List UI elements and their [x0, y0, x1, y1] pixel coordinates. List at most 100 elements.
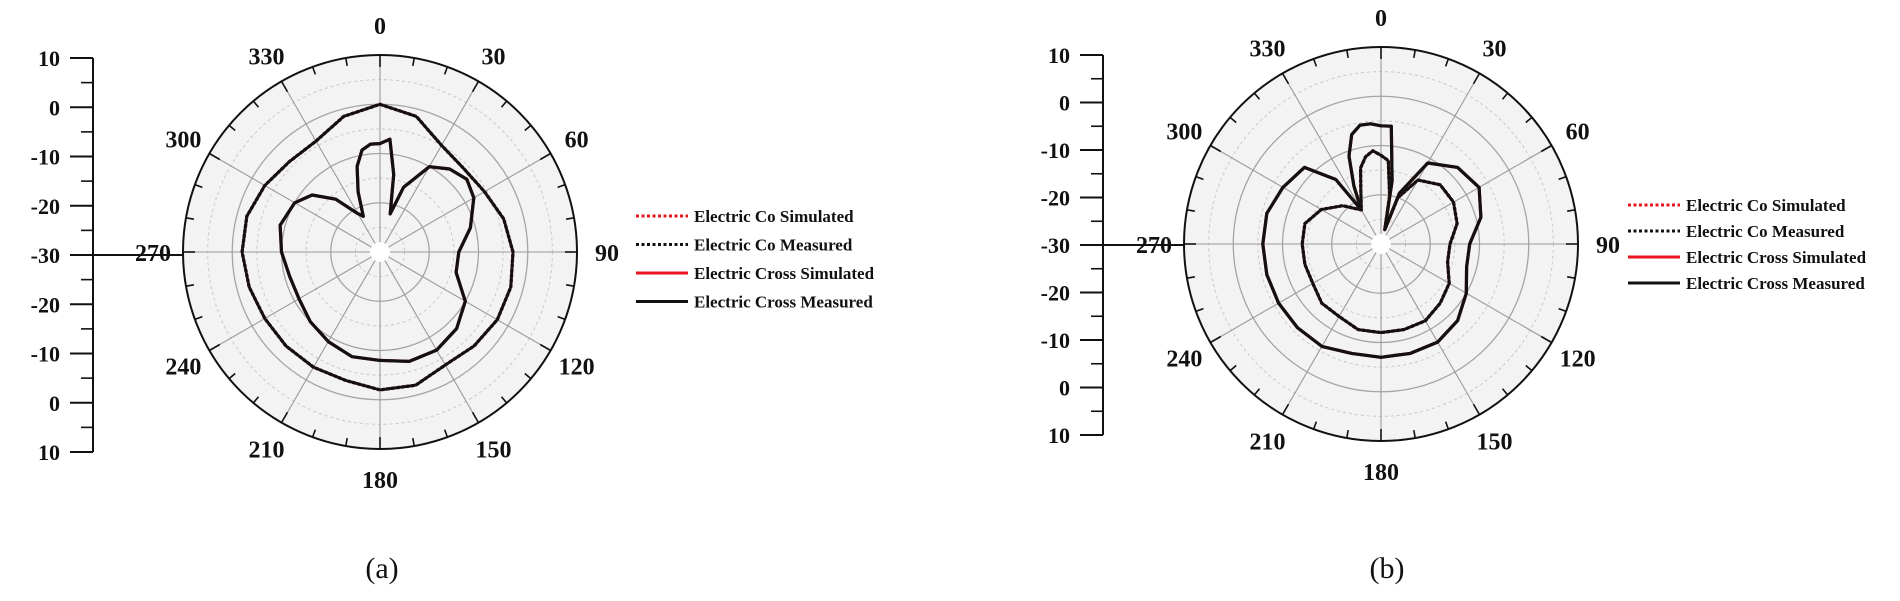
- outer-tick: [1525, 116, 1533, 124]
- outer-tick: [311, 66, 317, 75]
- outer-tick: [252, 100, 260, 108]
- outer-tick: [1444, 58, 1450, 67]
- outer-tick: [1281, 403, 1290, 416]
- outer-tick: [1346, 49, 1349, 59]
- angle-label-210: 210: [249, 438, 285, 464]
- grid-spoke: [1380, 243, 1480, 415]
- outer-tick: [311, 429, 317, 438]
- radial-scale-label: -20: [31, 194, 60, 219]
- outer-tick: [565, 217, 575, 220]
- legend-label: Electric Co Simulated: [694, 207, 854, 226]
- radial-scale-label: -20: [31, 292, 60, 317]
- outer-tick: [500, 396, 508, 404]
- grid-spoke: [1210, 243, 1382, 343]
- outer-tick: [1195, 175, 1204, 181]
- outer-tick: [1346, 429, 1349, 439]
- series-line-electric-co-measured: [240, 102, 515, 392]
- outer-tick: [1540, 335, 1553, 344]
- outer-tick: [1501, 388, 1509, 396]
- legend: Electric Co Simulated Electric Co Measure…: [1628, 196, 1867, 293]
- outer-tick: [1253, 92, 1261, 100]
- outer-tick: [539, 152, 552, 161]
- outer-tick: [557, 315, 566, 321]
- radial-scale-label: 0: [49, 391, 60, 416]
- angle-label-210: 210: [1250, 430, 1286, 456]
- outer-tick: [1413, 429, 1416, 439]
- outer-tick: [557, 183, 566, 189]
- angle-label-330: 330: [249, 44, 285, 70]
- angle-label-330: 330: [1250, 36, 1286, 62]
- outer-tick: [1253, 388, 1261, 396]
- outer-tick: [1558, 307, 1567, 313]
- outer-tick: [1186, 209, 1196, 212]
- outer-tick: [412, 57, 415, 67]
- center-hub: [370, 242, 390, 262]
- angle-label-90: 90: [595, 241, 619, 267]
- radial-scale-label: -30: [31, 243, 60, 268]
- radial-scale-label: -10: [31, 145, 60, 170]
- outer-tick: [1209, 335, 1222, 344]
- outer-tick: [1195, 307, 1204, 313]
- grid-spoke: [379, 153, 551, 253]
- outer-tick: [443, 429, 449, 438]
- outer-tick: [228, 124, 236, 132]
- outer-tick: [194, 183, 203, 189]
- outer-tick: [1566, 276, 1576, 279]
- outer-tick: [524, 372, 532, 380]
- outer-tick: [1312, 58, 1318, 67]
- radial-scale-label: -10: [1041, 138, 1070, 163]
- panel-caption: (b): [1370, 552, 1405, 585]
- outer-tick: [471, 411, 480, 424]
- grid-spoke: [209, 251, 381, 351]
- angle-label-60: 60: [565, 128, 589, 154]
- grid-spoke: [1380, 73, 1480, 245]
- angle-label-150: 150: [1477, 430, 1513, 456]
- polar-chart-a: 0306090120150180210240270300330100-10-20…: [31, 14, 875, 585]
- panel-caption: (a): [365, 552, 398, 585]
- grid-spoke: [281, 81, 381, 253]
- angle-label-30: 30: [1483, 36, 1507, 62]
- outer-tick: [194, 315, 203, 321]
- outer-tick: [565, 284, 575, 287]
- outer-tick: [208, 152, 221, 161]
- outer-tick: [185, 284, 195, 287]
- outer-tick: [208, 343, 221, 352]
- outer-tick: [1472, 72, 1481, 85]
- outer-tick: [1413, 49, 1416, 59]
- radial-scale-label: -20: [1041, 281, 1070, 306]
- radial-scale-label: 10: [38, 440, 60, 465]
- series-line-electric-cross-measured: [1261, 122, 1483, 359]
- angle-label-0: 0: [1375, 6, 1387, 32]
- radial-scale-label: -20: [1041, 186, 1070, 211]
- grid-spoke: [1210, 145, 1382, 245]
- outer-tick: [1540, 144, 1553, 153]
- radial-scale-label: 0: [1059, 91, 1070, 116]
- angle-label-180: 180: [1363, 460, 1399, 486]
- outer-tick: [228, 372, 236, 380]
- angle-label-150: 150: [476, 438, 512, 464]
- radial-scale-label: 0: [1059, 376, 1070, 401]
- outer-tick: [1472, 403, 1481, 416]
- grid-spoke: [379, 251, 479, 423]
- outer-tick: [443, 66, 449, 75]
- legend-label: Electric Co Measured: [1686, 222, 1845, 241]
- outer-tick: [1209, 144, 1222, 153]
- legend-label: Electric Cross Measured: [1686, 274, 1865, 293]
- grid-spoke: [1380, 145, 1552, 245]
- radial-scale-label: 0: [49, 95, 60, 120]
- grid-spoke: [1282, 73, 1382, 245]
- radial-scale-label: 10: [1048, 43, 1070, 68]
- radial-scale-label: 10: [1048, 423, 1070, 448]
- angle-label-120: 120: [559, 355, 595, 381]
- center-hub: [1371, 234, 1391, 254]
- outer-tick: [1281, 72, 1290, 85]
- outer-tick: [345, 57, 348, 67]
- outer-tick: [1229, 364, 1237, 372]
- angle-label-120: 120: [1560, 347, 1596, 373]
- angle-label-30: 30: [482, 44, 506, 70]
- outer-tick: [539, 343, 552, 352]
- angle-label-90: 90: [1596, 233, 1620, 259]
- polar-chart-b: 0306090120150180210240270300330100-10-20…: [1041, 6, 1867, 585]
- outer-tick: [280, 411, 289, 424]
